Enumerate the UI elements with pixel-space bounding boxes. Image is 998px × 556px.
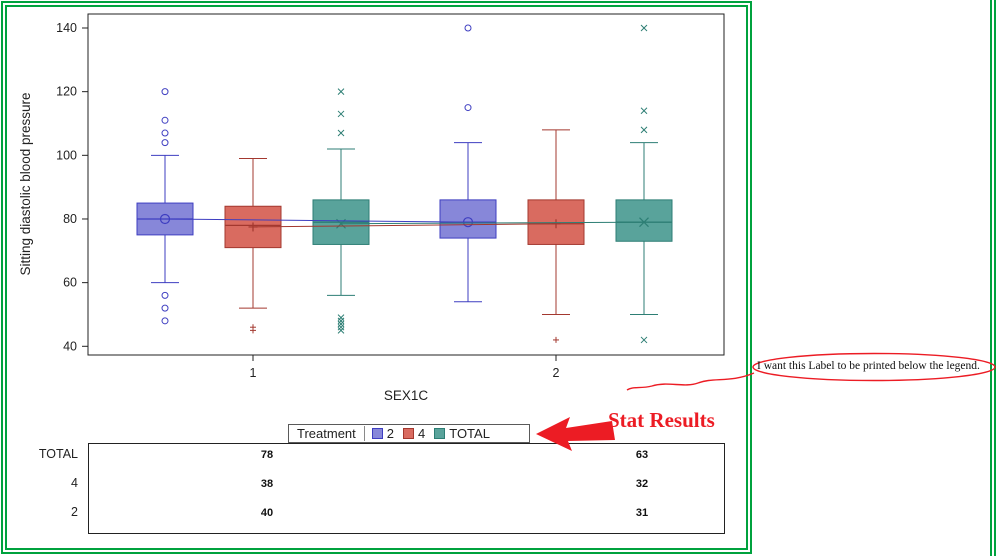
legend-title: Treatment (297, 426, 365, 441)
x-tick-label: 1 (250, 366, 257, 380)
legend-item-2: 2 (371, 426, 394, 441)
plot-area (87, 13, 725, 356)
y-tick-label: 60 (63, 276, 77, 290)
legend-swatch-icon (403, 428, 414, 439)
x-tick-label: 2 (553, 366, 560, 380)
stat-row-label: TOTAL (38, 447, 78, 461)
legend-label: 2 (386, 426, 394, 441)
legend-label: TOTAL (449, 426, 490, 441)
legend-item-TOTAL: TOTAL (434, 426, 490, 441)
boxplot-4-sex1 (224, 158, 282, 334)
legend-note-text: I want this Label to be printed below th… (757, 360, 980, 372)
stat-row-label: 2 (71, 505, 78, 519)
mean-line-2 (164, 218, 469, 223)
boxplot-2-sex1 (136, 88, 194, 325)
stat-value: 38 (260, 478, 274, 490)
y-tick-label: 120 (56, 85, 77, 99)
stat-value: 32 (635, 478, 649, 490)
page-right-border (990, 0, 996, 556)
legend-swatch-icon (371, 428, 383, 439)
legend-swatch-icon (434, 428, 446, 439)
y-tick-label: 40 (63, 339, 77, 353)
stat-value: 63 (635, 449, 649, 461)
y-axis-title: Sitting diastolic blood pressure (18, 92, 33, 275)
boxplot-2-sex2 (439, 24, 497, 303)
stat-table-box (88, 443, 725, 534)
mean-line-TOTAL (340, 221, 645, 225)
legend: Treatment 2 4 TOTAL (288, 424, 530, 443)
stat-row-label: 4 (71, 476, 78, 490)
boxplot-4-sex2 (527, 129, 585, 343)
y-tick-label: 80 (63, 212, 77, 226)
y-tick-label: 100 (56, 148, 77, 162)
stat-value: 31 (635, 507, 649, 519)
boxplot-TOTAL-sex2 (615, 24, 673, 344)
mean-line-4 (252, 223, 557, 228)
y-tick-label: 140 (56, 21, 77, 35)
stat-results-label: Stat Results (608, 408, 715, 432)
x-axis-title: SEX1C (384, 388, 429, 403)
stat-value: 78 (260, 449, 274, 461)
legend-label: 4 (418, 426, 426, 441)
boxplot-TOTAL-sex1 (312, 88, 370, 334)
stat-value: 40 (260, 507, 274, 519)
chart-frame (1, 1, 752, 554)
legend-items: 2 4 TOTAL (371, 426, 490, 441)
legend-item-4: 4 (403, 426, 425, 441)
